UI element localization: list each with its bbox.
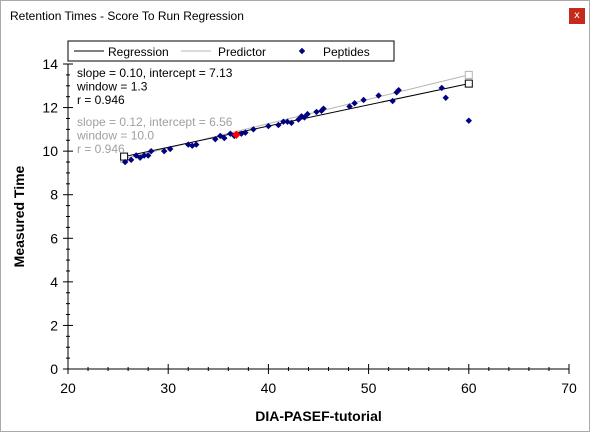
peptide-point[interactable] xyxy=(167,145,174,153)
legend-label: Peptides xyxy=(323,45,370,59)
peptide-point[interactable] xyxy=(250,126,257,133)
peptide-point[interactable] xyxy=(295,116,302,123)
chart-points[interactable] xyxy=(121,84,472,166)
peptide-point[interactable] xyxy=(351,100,358,107)
peptide-point[interactable] xyxy=(265,122,272,130)
y-tick-label: 12 xyxy=(42,100,58,116)
regression-chart[interactable]: 20 30 40 50 60 70 0 2 4 6 8 10 12 14 DIA-PASEF-tutoria… xyxy=(1,31,589,431)
peptide-point[interactable] xyxy=(121,158,129,166)
x-tick-label: 50 xyxy=(361,380,377,396)
title-bar[interactable]: Retention Times - Score To Run Regressio… xyxy=(1,1,589,31)
peptide-point[interactable] xyxy=(442,94,449,101)
predictor-stat: slope = 0.12, intercept = 6.56 xyxy=(77,115,233,129)
predictor-stat: window = 10.0 xyxy=(76,129,154,143)
peptide-point[interactable] xyxy=(193,141,200,148)
peptide-point[interactable] xyxy=(212,135,219,143)
y-axis-title: Measured Time xyxy=(11,165,27,267)
chart-legend: Regression Predictor Peptides xyxy=(67,40,395,62)
peptide-point[interactable] xyxy=(144,152,152,159)
legend-swatch-peptides xyxy=(298,47,306,55)
legend-label: Regression xyxy=(108,45,169,59)
peptide-point[interactable] xyxy=(275,121,282,129)
chart-area[interactable]: 20 30 40 50 60 70 0 2 4 6 8 10 12 14 DIA-PASEF-tutoria… xyxy=(1,31,589,431)
peptide-point[interactable] xyxy=(288,119,295,127)
legend-box xyxy=(67,40,395,62)
regression-stat: window = 1.3 xyxy=(76,80,148,94)
chart-axes: 20 30 40 50 60 70 0 2 4 6 8 10 12 14 DIA-PASEF-tutoria… xyxy=(11,56,577,424)
selected-peptide-point[interactable] xyxy=(232,130,241,140)
y-tick-label: 10 xyxy=(42,143,58,159)
peptide-point[interactable] xyxy=(438,84,445,92)
y-tick-label: 2 xyxy=(50,317,58,333)
y-tick-label: 6 xyxy=(50,230,58,246)
close-button[interactable]: x xyxy=(569,8,585,24)
peptide-point[interactable] xyxy=(320,105,327,112)
x-tick-label: 20 xyxy=(60,380,76,396)
peptide-point[interactable] xyxy=(395,86,402,94)
peptide-point[interactable] xyxy=(284,118,291,125)
window-title: Retention Times - Score To Run Regressio… xyxy=(10,9,244,23)
peptide-point[interactable] xyxy=(160,147,168,155)
peptide-point[interactable] xyxy=(127,156,135,164)
peptide-point[interactable] xyxy=(389,97,396,105)
y-tick-label: 8 xyxy=(50,187,58,203)
x-tick-label: 60 xyxy=(461,380,477,396)
peptide-point[interactable] xyxy=(280,118,287,125)
predictor-stat: r = 0.946 xyxy=(77,142,125,156)
peptide-point[interactable] xyxy=(242,129,249,136)
legend-label: Predictor xyxy=(218,45,266,59)
y-tick-label: 0 xyxy=(50,361,58,377)
peptide-point[interactable] xyxy=(313,108,320,116)
peptide-point[interactable] xyxy=(360,96,367,104)
x-tick-label: 70 xyxy=(561,380,577,396)
y-tick-label: 4 xyxy=(50,274,58,290)
peptide-point[interactable] xyxy=(221,134,228,142)
peptide-point[interactable] xyxy=(346,103,353,110)
x-tick-label: 40 xyxy=(261,380,277,396)
peptide-point[interactable] xyxy=(375,92,382,99)
peptide-point[interactable] xyxy=(147,147,155,155)
peptide-point[interactable] xyxy=(304,110,311,118)
x-tick-label: 30 xyxy=(160,380,176,396)
regression-endpoint xyxy=(464,79,473,88)
y-tick-label: 14 xyxy=(42,56,58,72)
regression-stat: slope = 0.10, intercept = 7.13 xyxy=(77,66,233,80)
regression-stat: r = 0.946 xyxy=(77,93,125,107)
predictor-endpoint xyxy=(464,70,473,79)
peptide-point[interactable] xyxy=(465,117,472,124)
x-axis-title: DIA-PASEF-tutorial xyxy=(255,408,382,424)
